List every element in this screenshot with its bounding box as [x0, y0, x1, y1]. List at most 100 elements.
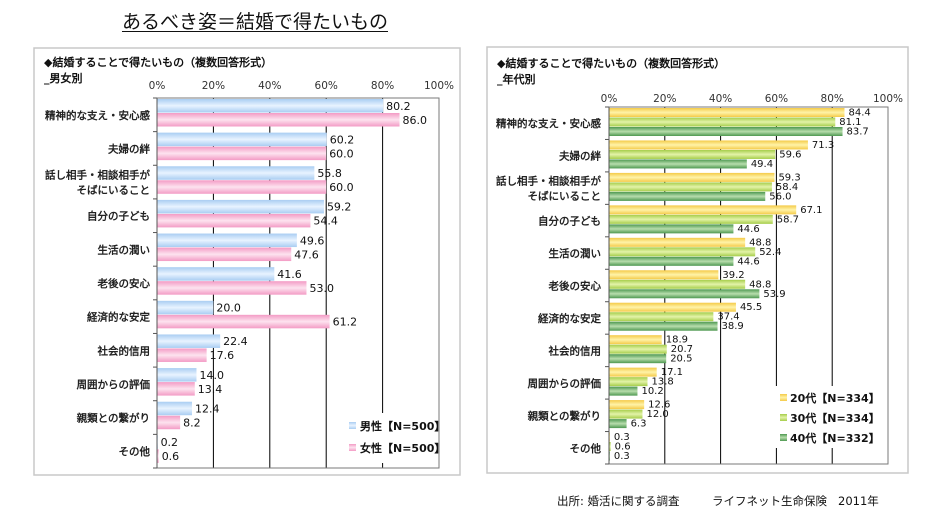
data-label: 60.2 — [330, 133, 355, 146]
chart-title: ◆結婚することで得たいもの（複数回答形式） — [497, 56, 725, 70]
bar — [609, 237, 746, 247]
bar — [609, 442, 611, 452]
legend-label: 男性【N=500】 — [360, 419, 445, 433]
category-label: その他 — [570, 442, 602, 455]
source-survey: 出所: 婚活に関する調査 — [557, 494, 680, 508]
bar — [609, 214, 773, 224]
category-label: 親類との繋がり — [528, 409, 601, 422]
bar — [609, 386, 638, 396]
data-label: 59.2 — [327, 201, 352, 214]
data-label: 20.5 — [670, 354, 692, 365]
data-label: 10.2 — [641, 386, 663, 397]
bar — [609, 279, 746, 289]
data-label: 48.8 — [749, 237, 771, 248]
source-year: 2011年 — [838, 494, 879, 508]
data-label: 49.6 — [300, 234, 325, 247]
chart-by-gender: ◆結婚することで得たいもの（複数回答形式） _男女別 0% 20% 40% 60% 80% 1… — [33, 47, 461, 476]
bar — [157, 281, 307, 295]
bar — [157, 199, 324, 214]
data-label: 47.6 — [294, 248, 319, 261]
bar — [609, 321, 718, 331]
data-label: 39.2 — [722, 270, 744, 281]
data-label: 54.4 — [313, 215, 338, 228]
data-label: 59.6 — [779, 149, 801, 160]
data-label: 59.3 — [778, 172, 800, 183]
data-label: 53.0 — [309, 282, 334, 295]
chart-subtitle: _男女別 — [44, 71, 83, 85]
bar — [609, 409, 643, 419]
bar — [609, 289, 760, 299]
bar — [609, 256, 734, 266]
data-label: 60.0 — [329, 147, 354, 160]
x-tick-label: 100% — [424, 80, 454, 92]
source-organization: ライフネット生命保険 — [712, 494, 827, 508]
x-tick-label: 60% — [765, 93, 788, 105]
bar — [157, 314, 330, 329]
bar — [157, 113, 400, 127]
chart-subtitle: _年代別 — [497, 72, 536, 86]
x-tick-label: 80% — [371, 80, 394, 92]
bar — [609, 205, 797, 215]
bar — [609, 108, 845, 117]
chart-title: ◆結婚することで得たいもの（複数回答形式） — [44, 55, 272, 69]
data-label: 13.4 — [198, 383, 223, 396]
data-label: 17.6 — [210, 349, 235, 362]
category-label: 社会的信用 — [97, 344, 151, 357]
data-label: 0.3 — [614, 432, 630, 443]
data-label: 18.9 — [666, 335, 688, 346]
x-tick-label: 0% — [149, 80, 166, 92]
bar — [157, 348, 207, 362]
data-label: 0.6 — [615, 442, 631, 453]
category-label: 周囲からの評価 — [77, 378, 151, 391]
data-label: 83.7 — [847, 127, 869, 138]
category-label: 社会的信用 — [548, 344, 602, 357]
category-label: 話し相手・相談相手が — [496, 175, 601, 188]
data-label: 71.3 — [812, 140, 834, 151]
bar — [609, 140, 808, 150]
category-label: 自分の子ども — [87, 210, 150, 223]
data-label: 0.6 — [162, 450, 180, 463]
data-label: 8.2 — [183, 416, 201, 429]
category-label: 生活の潤い — [98, 243, 151, 256]
bar — [157, 334, 221, 348]
category-label: 老後の安心 — [97, 277, 151, 290]
page-title-text: あるべき姿＝結婚で得たいもの — [121, 11, 388, 33]
category-label: 夫婦の絆 — [559, 150, 601, 163]
bar — [157, 300, 214, 315]
data-label: 37.4 — [717, 312, 739, 323]
legend-swatch — [349, 444, 356, 451]
data-label: 49.4 — [751, 159, 773, 170]
legend-label: 40代【N=332】 — [790, 431, 880, 445]
x-tick-label: 60% — [315, 80, 338, 92]
data-label: 20.0 — [216, 302, 241, 315]
legend-swatch — [780, 434, 787, 441]
category-label: 生活の潤い — [549, 247, 602, 260]
data-label: 41.6 — [277, 268, 302, 281]
data-label: 84.4 — [848, 108, 870, 119]
category-label: 親類との繋がり — [77, 412, 150, 425]
data-label: 58.4 — [776, 182, 798, 193]
bar — [609, 224, 734, 234]
data-label: 67.1 — [800, 205, 822, 216]
bar — [157, 401, 192, 416]
bar — [609, 127, 843, 136]
bar — [609, 344, 667, 354]
data-label: 44.6 — [737, 256, 759, 267]
legend-label: 女性【N=500】 — [360, 441, 445, 455]
x-tick-label: 100% — [873, 93, 903, 105]
data-label: 80.2 — [386, 100, 411, 113]
bar — [157, 213, 311, 228]
data-label: 22.4 — [223, 335, 248, 348]
data-label: 48.8 — [749, 279, 771, 290]
category-label: 老後の安心 — [548, 280, 602, 293]
category-label: 自分の子ども — [538, 215, 601, 228]
bar — [609, 400, 645, 410]
x-tick-label: 80% — [821, 93, 844, 105]
bar — [157, 449, 159, 463]
data-label: 6.3 — [631, 419, 647, 430]
category-label: 経済的な安定 — [538, 312, 601, 325]
data-label: 38.9 — [722, 321, 744, 332]
data-label: 81.1 — [839, 117, 861, 128]
data-label: 60.0 — [329, 181, 354, 194]
